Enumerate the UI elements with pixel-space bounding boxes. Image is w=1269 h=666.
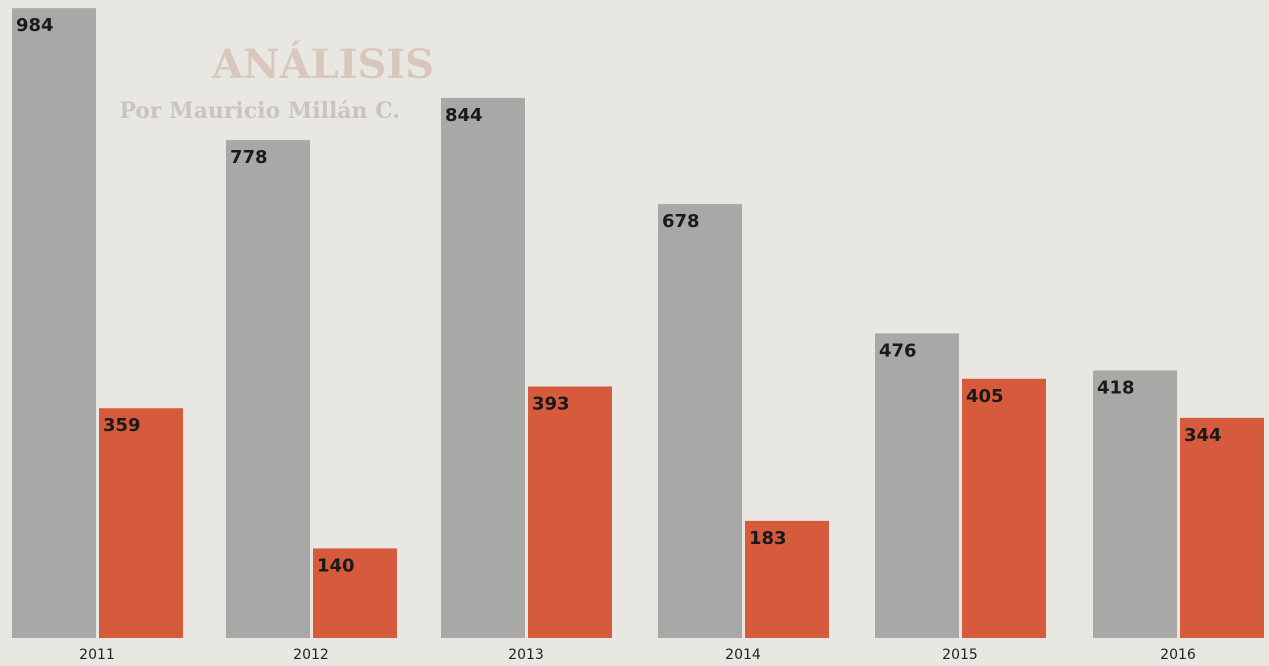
- x-tick-label: 2012: [293, 647, 329, 663]
- x-tick-label: 2015: [942, 647, 978, 663]
- value-label: 844: [445, 105, 483, 126]
- value-label: 393: [532, 393, 570, 414]
- value-label: 183: [749, 528, 787, 549]
- bar: [99, 408, 183, 638]
- bar: [962, 379, 1046, 638]
- bar: [441, 98, 525, 638]
- value-label: 344: [1184, 425, 1222, 446]
- page: ANÁLISIS Por Mauricio Millán C. 984 359 20…: [0, 0, 1269, 666]
- x-tick-label: 2013: [508, 647, 544, 663]
- section-heading: ANÁLISIS: [211, 41, 434, 88]
- bar: [658, 204, 742, 638]
- x-tick-label: 2011: [79, 647, 115, 663]
- value-label: 476: [879, 340, 917, 361]
- bar: [1093, 370, 1177, 638]
- value-label: 140: [317, 555, 355, 576]
- value-label: 984: [16, 15, 54, 36]
- bar: [875, 333, 959, 638]
- value-label: 778: [230, 147, 268, 168]
- bar: [12, 8, 96, 638]
- value-label: 418: [1097, 377, 1135, 398]
- x-tick-label: 2014: [725, 647, 761, 663]
- x-tick-label: 2016: [1160, 647, 1196, 663]
- value-label: 405: [966, 386, 1004, 407]
- bar: [1180, 418, 1264, 638]
- value-label: 678: [662, 211, 700, 232]
- chart: ANÁLISIS Por Mauricio Millán C. 984 359 20…: [0, 0, 1269, 666]
- bar: [226, 140, 310, 638]
- byline: Por Mauricio Millán C.: [119, 98, 400, 124]
- bar: [528, 386, 612, 638]
- value-label: 359: [103, 415, 141, 436]
